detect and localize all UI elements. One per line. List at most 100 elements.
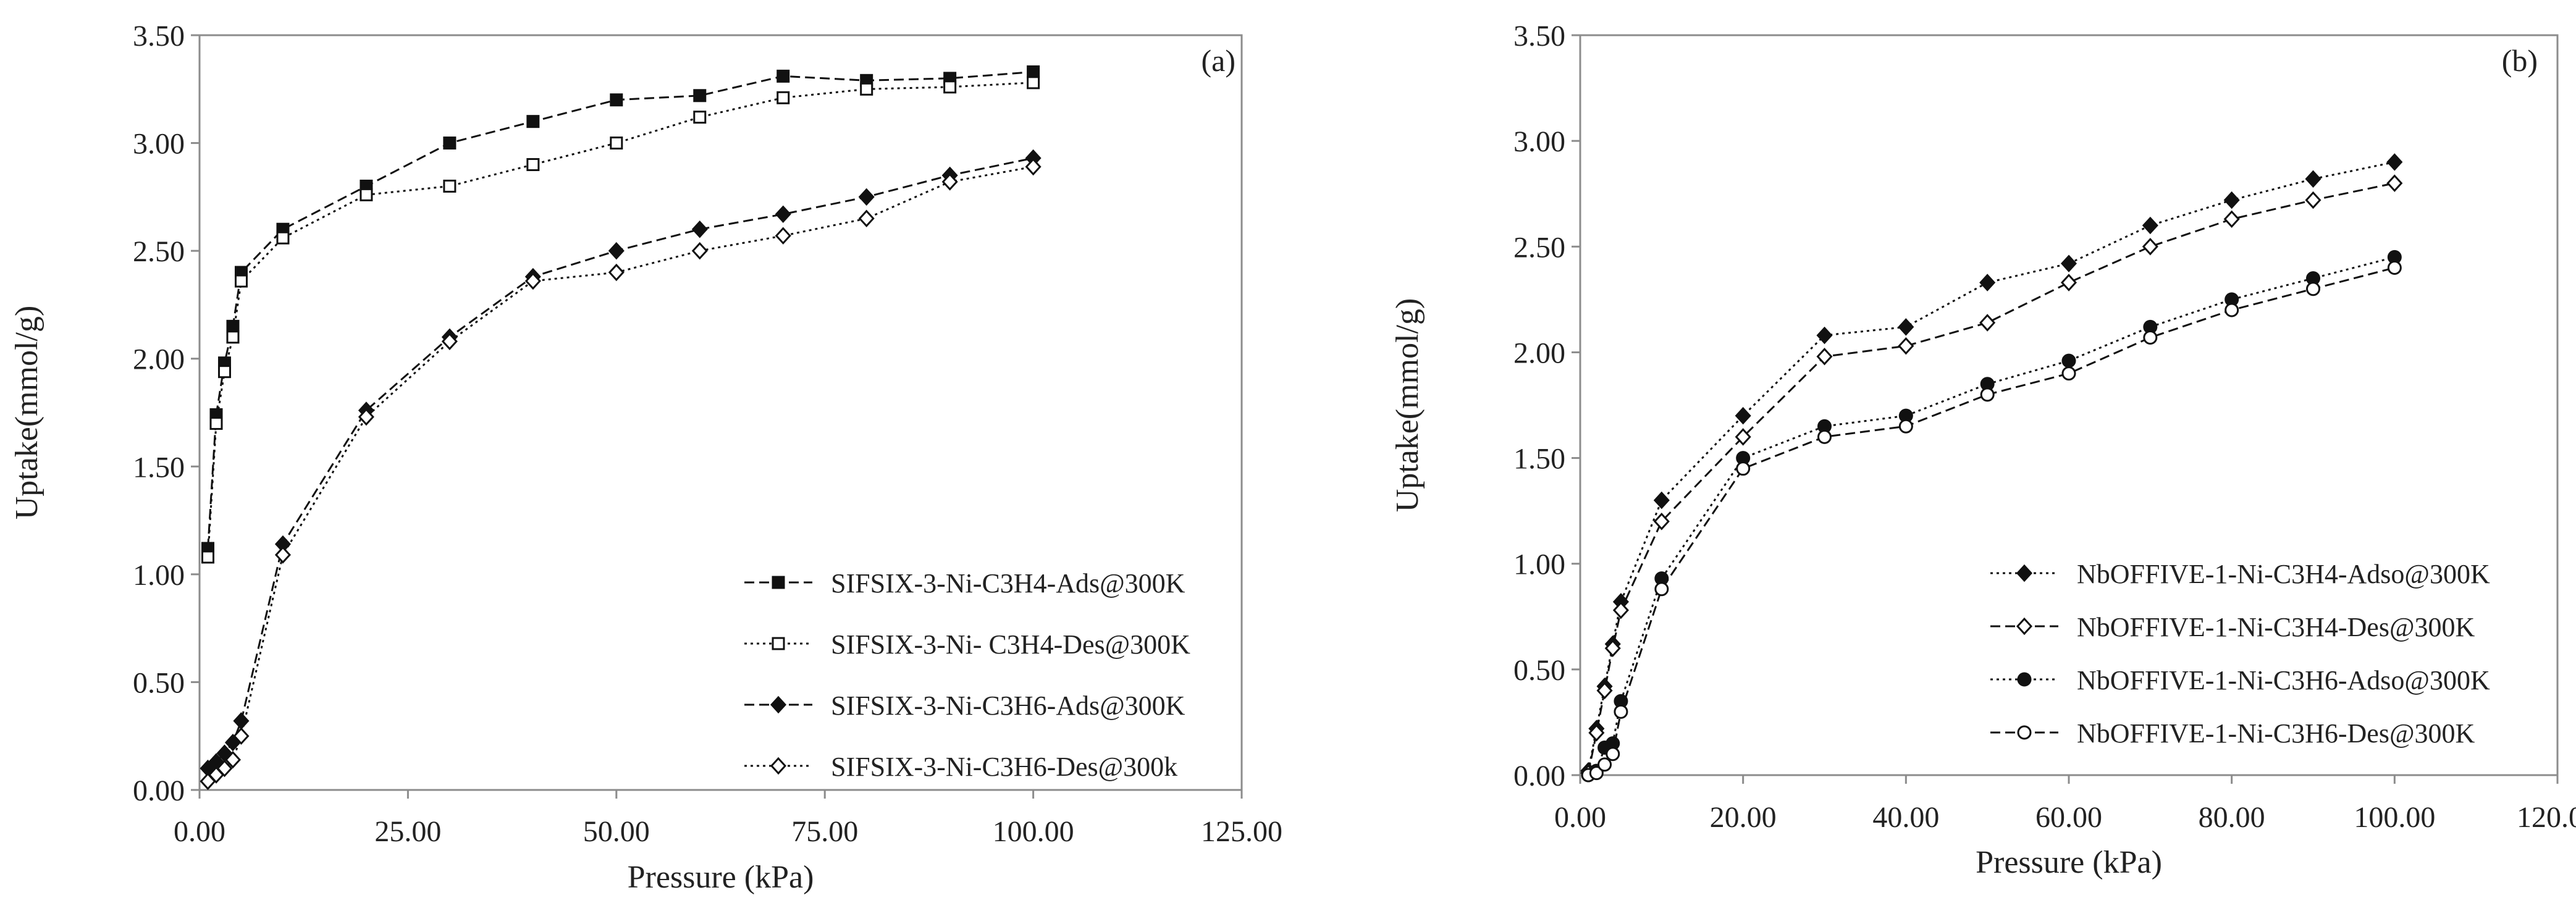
data-point: [2223, 191, 2240, 209]
x-tick-label: 120.00: [2517, 801, 2576, 834]
data-point: [233, 727, 250, 745]
x-tick-label: 25.00: [374, 815, 441, 848]
x-tick-label: 60.00: [2035, 801, 2102, 834]
data-point: [1816, 348, 1833, 366]
x-axis-label: Pressure (kPa): [1976, 845, 2162, 880]
data-point: [1614, 704, 1628, 719]
legend-label: NbOFFIVE-1-Ni-C3H4-Des@300K: [2077, 612, 2475, 642]
legend: NbOFFIVE-1-Ni-C3H4-Adso@300K NbOFFIVE-1-N…: [1990, 559, 2490, 749]
series-4: [1581, 261, 2402, 783]
data-point: [526, 115, 540, 128]
x-tick-label: 0.00: [174, 815, 225, 848]
legend-label: SIFSIX-3-Ni-C3H6-Ads@300K: [831, 691, 1185, 721]
y-tick-label: 1.50: [1513, 443, 1565, 476]
data-point: [2142, 238, 2158, 256]
legend-label: SIFSIX-3-Ni-C3H6-Des@300k: [831, 752, 1177, 782]
data-point: [226, 330, 240, 344]
x-tick-label: 50.00: [583, 815, 650, 848]
data-point: [201, 550, 214, 564]
data-point: [693, 89, 707, 103]
y-tick-label: 3.00: [133, 128, 185, 161]
data-point: [608, 263, 625, 282]
data-point: [216, 759, 233, 778]
data-point: [608, 241, 625, 260]
data-point: [1898, 419, 1913, 434]
data-point: [2060, 274, 2077, 292]
y-tick-label: 3.50: [133, 20, 185, 52]
data-point: [1898, 337, 1914, 355]
data-point: [1653, 491, 1670, 510]
data-point: [1604, 639, 1621, 657]
data-point: [2223, 210, 2240, 229]
data-point: [777, 69, 790, 83]
data-point: [941, 173, 958, 191]
legend-marker: [772, 576, 785, 589]
data-point: [858, 188, 875, 206]
y-tick-label: 0.00: [1513, 760, 1565, 792]
data-point: [1816, 326, 1833, 345]
data-point: [2386, 153, 2403, 171]
x-tick-label: 75.00: [791, 815, 858, 848]
data-point: [217, 365, 231, 379]
data-point: [860, 82, 873, 96]
series-2: [201, 76, 1040, 564]
series-3: [1581, 250, 2402, 783]
x-tick-label: 100.00: [993, 815, 1074, 848]
data-point: [233, 712, 250, 730]
y-tick-label: 1.50: [133, 451, 185, 484]
data-point: [691, 241, 708, 260]
series-line: [1588, 267, 2395, 776]
legend-label: NbOFFIVE-1-Ni-C3H6-Adso@300K: [2077, 665, 2490, 695]
x-tick-label: 125.00: [1201, 815, 1282, 848]
x-tick-label: 100.00: [2354, 801, 2435, 834]
legend-marker: [2017, 672, 2032, 687]
data-point: [693, 111, 707, 124]
x-tick-label: 80.00: [2199, 801, 2265, 834]
data-point: [1612, 601, 1629, 619]
data-point: [1597, 757, 1612, 772]
y-axis-label: Uptake(mmol/g): [9, 306, 44, 520]
data-point: [691, 220, 708, 238]
data-point: [610, 136, 623, 150]
data-point: [276, 231, 290, 245]
data-point: [1736, 461, 1751, 476]
data-point: [234, 274, 248, 288]
data-point: [443, 136, 457, 150]
data-point: [358, 408, 374, 426]
plot-frame: [1579, 34, 2559, 776]
data-point: [775, 205, 791, 224]
legend-label: SIFSIX-3-Ni- C3H4-Des@300K: [831, 629, 1190, 660]
data-point: [2143, 330, 2158, 345]
legend-marker: [2016, 564, 2033, 582]
data-point: [943, 80, 957, 94]
data-point: [1588, 724, 1605, 742]
y-tick-label: 2.50: [1513, 231, 1565, 264]
data-point: [2306, 282, 2320, 296]
data-point: [1817, 429, 1832, 444]
chart-panel-a: 0.00 0.50 1.00 1.50 2.00 2.50 3.00 3.50 0.00 25.0…: [9, 20, 1282, 895]
data-point: [2387, 261, 2402, 275]
y-tick-label: 3.50: [1513, 20, 1565, 52]
data-point: [1027, 65, 1040, 78]
y-tick-label: 1.00: [133, 559, 185, 592]
y-tick-label: 2.50: [133, 235, 185, 268]
data-point: [2305, 170, 2321, 188]
legend-marker: [770, 757, 787, 775]
y-axis-label: Uptake(mmol/g): [1390, 298, 1425, 513]
series-4: [200, 157, 1042, 791]
x-tick-label: 40.00: [1872, 801, 1939, 834]
data-point: [2386, 174, 2403, 192]
data-point: [1653, 513, 1670, 531]
data-point: [1025, 157, 1042, 176]
data-point: [1596, 681, 1613, 700]
data-point: [1589, 766, 1604, 781]
data-point: [2142, 216, 2158, 235]
data-point: [777, 91, 790, 104]
x-tick-label: 20.00: [1710, 801, 1777, 834]
y-tick-label: 3.00: [1513, 125, 1565, 158]
data-point: [1979, 314, 1996, 332]
data-point: [360, 188, 373, 201]
data-point: [526, 157, 540, 171]
data-point: [2060, 254, 2077, 272]
y-tick-label: 0.00: [133, 775, 185, 807]
